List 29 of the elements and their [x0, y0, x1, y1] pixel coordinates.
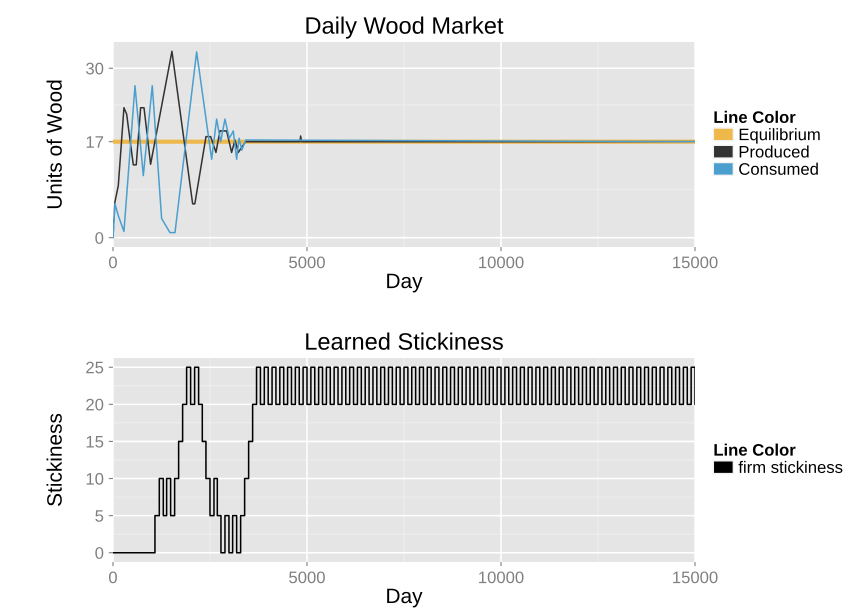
- legend-label: Produced: [740, 145, 809, 158]
- x-tick-label: 15000: [673, 256, 718, 268]
- legend-title: Line Color: [714, 444, 796, 456]
- legend-label: Equilibrium: [740, 128, 820, 144]
- y-tick-label: 20: [86, 398, 104, 411]
- y-axis-title: Units of Wood: [46, 80, 62, 208]
- x-tick-label: 0: [108, 256, 117, 268]
- y-tick-label: 30: [86, 62, 104, 74]
- y-tick-label: 5: [95, 510, 104, 522]
- x-axis-title: Day: [387, 274, 422, 292]
- legend-title: Line Color: [714, 110, 796, 124]
- chart-title: Learned Stickiness: [306, 332, 503, 350]
- x-tick-label: 5000: [289, 571, 325, 584]
- y-axis-title: Stickiness: [46, 414, 62, 506]
- x-tick-label: 10000: [479, 571, 524, 584]
- x-tick-label: 10000: [479, 256, 524, 268]
- y-tick-label: 10: [86, 472, 104, 485]
- y-tick-label: 17: [86, 136, 104, 148]
- legend-label: firm stickiness: [738, 460, 842, 474]
- x-tick-label: 0: [108, 571, 117, 584]
- x-tick-label: 15000: [673, 571, 718, 584]
- legend-label: Consumed: [739, 162, 818, 175]
- x-axis-title: Day: [387, 588, 422, 608]
- y-tick-label: 0: [95, 547, 104, 559]
- y-tick-label: 15: [86, 436, 104, 448]
- y-tick-label: 25: [86, 362, 104, 374]
- chart-title: Daily Wood Market: [306, 16, 504, 39]
- x-tick-label: 5000: [289, 256, 325, 268]
- y-tick-label: 0: [95, 232, 104, 244]
